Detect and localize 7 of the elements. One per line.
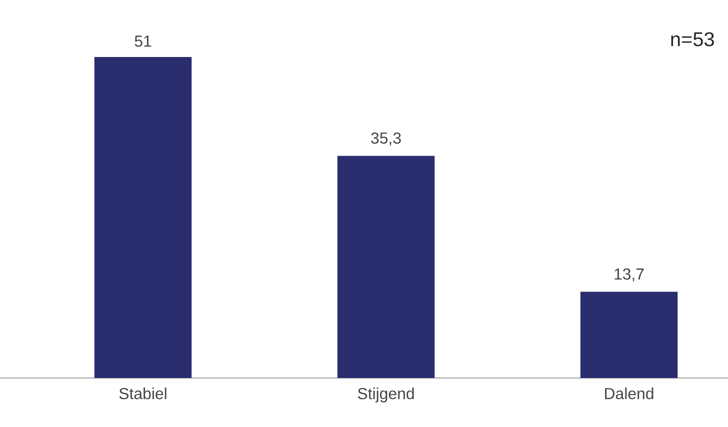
text: n=53 — [671, 32, 714, 46]
x-tick-label: Stijgend — [358, 388, 414, 402]
data-label: 35,3 — [371, 132, 401, 146]
x-tick-label: Stabiel — [119, 388, 166, 400]
x-tick-label: Dalend — [605, 388, 654, 400]
data-label: 13,7 — [614, 268, 644, 282]
data-label: 51 — [134, 36, 152, 47]
